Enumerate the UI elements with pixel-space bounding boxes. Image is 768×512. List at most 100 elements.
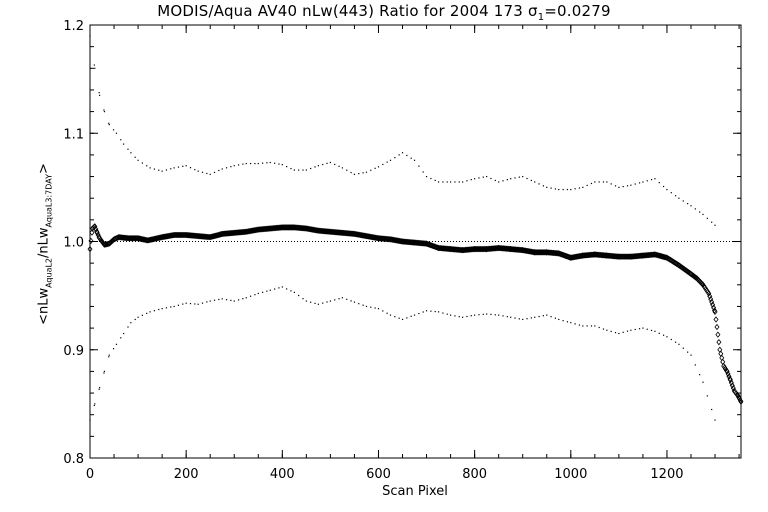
data-point: [702, 213, 704, 216]
data-point: [646, 328, 648, 330]
data-point: [470, 179, 472, 181]
data-point: [618, 186, 620, 188]
data-point: [502, 180, 504, 182]
data-point: [602, 328, 605, 330]
data-point: [449, 181, 452, 183]
y-tick-label: 0.9: [63, 344, 84, 359]
data-point: [446, 313, 448, 315]
y-tick-label: 0.8: [63, 452, 84, 467]
x-tick-label: 800: [462, 467, 487, 482]
data-point: [502, 315, 504, 317]
data-point: [546, 314, 548, 316]
data-point: [266, 162, 268, 164]
data-point: [310, 167, 312, 170]
data-point: [374, 167, 376, 169]
data-point: [682, 347, 684, 349]
chart-title: MODIS/Aqua AV40 nLw(443) Ratio for 2004 …: [157, 2, 611, 23]
data-point: [329, 161, 331, 164]
data-point: [377, 166, 380, 168]
data-point: [458, 316, 460, 318]
data-point: [401, 152, 404, 154]
data-point: [230, 299, 232, 302]
data-point: [425, 175, 428, 178]
data-point: [127, 326, 129, 328]
data-point: [266, 290, 268, 292]
data-point: [707, 293, 713, 300]
data-point: [213, 171, 216, 174]
data-point: [314, 166, 316, 168]
data-point: [554, 317, 557, 319]
data-point: [522, 318, 524, 321]
data-point: [542, 185, 544, 187]
data-point: [570, 322, 572, 324]
data-point: [170, 168, 172, 170]
data-point: [314, 302, 316, 304]
data-point: [713, 316, 719, 323]
data-point: [712, 307, 718, 314]
data-point: [566, 188, 569, 191]
data-point: [462, 316, 464, 318]
data-point: [642, 327, 644, 329]
data-point: [562, 188, 564, 191]
data-point: [305, 300, 307, 302]
data-point: [711, 221, 713, 223]
data-point: [103, 372, 105, 374]
data-point: [290, 167, 292, 170]
data-point: [422, 171, 424, 173]
data-point: [317, 165, 319, 167]
data-point: [578, 187, 581, 189]
data-point: [729, 382, 735, 389]
data-point: [130, 152, 132, 154]
data-point: [570, 188, 572, 191]
data-point: [377, 308, 380, 310]
data-point: [574, 188, 576, 190]
series-lower: [89, 286, 716, 421]
data-point: [666, 336, 668, 338]
data-point: [353, 173, 356, 175]
data-point: [437, 181, 440, 183]
data-point: [470, 315, 472, 317]
data-point: [201, 302, 204, 304]
data-point: [302, 298, 304, 300]
data-point: [642, 181, 644, 183]
data-point: [434, 179, 436, 182]
data-point: [278, 163, 280, 165]
x-tick-label: 600: [366, 467, 391, 482]
data-point: [654, 330, 656, 332]
data-point: [221, 168, 223, 170]
data-point: [534, 181, 536, 183]
data-point: [89, 419, 91, 421]
data-point: [714, 224, 716, 226]
data-point: [274, 288, 276, 290]
data-point: [666, 188, 668, 191]
data-point: [115, 132, 118, 134]
data-point: [233, 165, 235, 167]
data-point: [582, 325, 584, 327]
data-point: [566, 321, 569, 323]
data-point: [687, 351, 689, 353]
data-point: [530, 317, 532, 319]
data-point: [711, 304, 717, 311]
data-point: [614, 185, 617, 187]
data-point: [518, 176, 520, 178]
data-point: [663, 254, 669, 261]
data-point: [93, 404, 95, 407]
data-point: [99, 94, 101, 96]
data-point: [425, 310, 428, 312]
data-point: [434, 310, 436, 313]
data-point: [725, 370, 731, 378]
data-point: [728, 379, 734, 386]
data-point: [293, 169, 295, 171]
data-point: [365, 305, 368, 308]
data-point: [197, 170, 199, 172]
data-point: [161, 170, 163, 172]
data-point: [389, 314, 392, 316]
x-axis-label: Scan Pixel: [382, 484, 448, 499]
data-point: [225, 299, 228, 301]
data-point: [194, 303, 196, 305]
data-point: [582, 186, 584, 188]
data-point: [454, 181, 456, 183]
data-point: [123, 332, 125, 335]
data-point: [225, 167, 228, 169]
data-point: [699, 374, 701, 376]
